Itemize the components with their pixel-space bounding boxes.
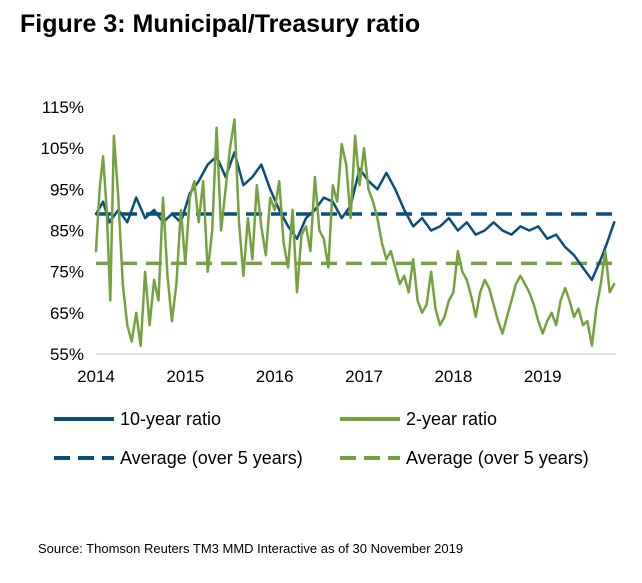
y-axis-ticks: 55% 65% 75% 85% 95% 105% 115% — [41, 98, 84, 364]
y-tick-label: 115% — [42, 98, 84, 117]
x-tick-label: 2019 — [524, 367, 562, 386]
y-tick-label: 75% — [50, 263, 84, 282]
x-tick-label: 2018 — [434, 367, 472, 386]
legend-label: 10-year ratio — [120, 409, 221, 429]
legend-label: 2-year ratio — [406, 409, 497, 429]
y-tick-label: 85% — [50, 222, 84, 241]
x-tick-label: 2015 — [166, 367, 204, 386]
x-tick-label: 2014 — [77, 367, 115, 386]
series-line-0 — [94, 151, 616, 282]
legend-label: Average (over 5 years) — [406, 448, 589, 468]
x-tick-label: 2016 — [256, 367, 294, 386]
y-tick-label: 105% — [41, 139, 84, 158]
y-tick-label: 55% — [50, 345, 84, 364]
legend-label: Average (over 5 years) — [120, 448, 303, 468]
chart-title: Figure 3: Municipal/Treasury ratio — [20, 10, 421, 38]
series-layer — [94, 118, 616, 348]
legend: 10-year ratio 2-year ratio Average (over 5… — [54, 409, 589, 468]
x-tick-label: 2017 — [345, 367, 383, 386]
x-axis-ticks: 2014 2015 2016 2017 2018 2019 — [77, 367, 562, 386]
y-tick-label: 65% — [50, 304, 84, 323]
y-tick-label: 95% — [50, 180, 84, 199]
series-line-1 — [94, 118, 616, 348]
source-note: Source: Thomson Reuters TM3 MMD Interact… — [38, 541, 464, 556]
